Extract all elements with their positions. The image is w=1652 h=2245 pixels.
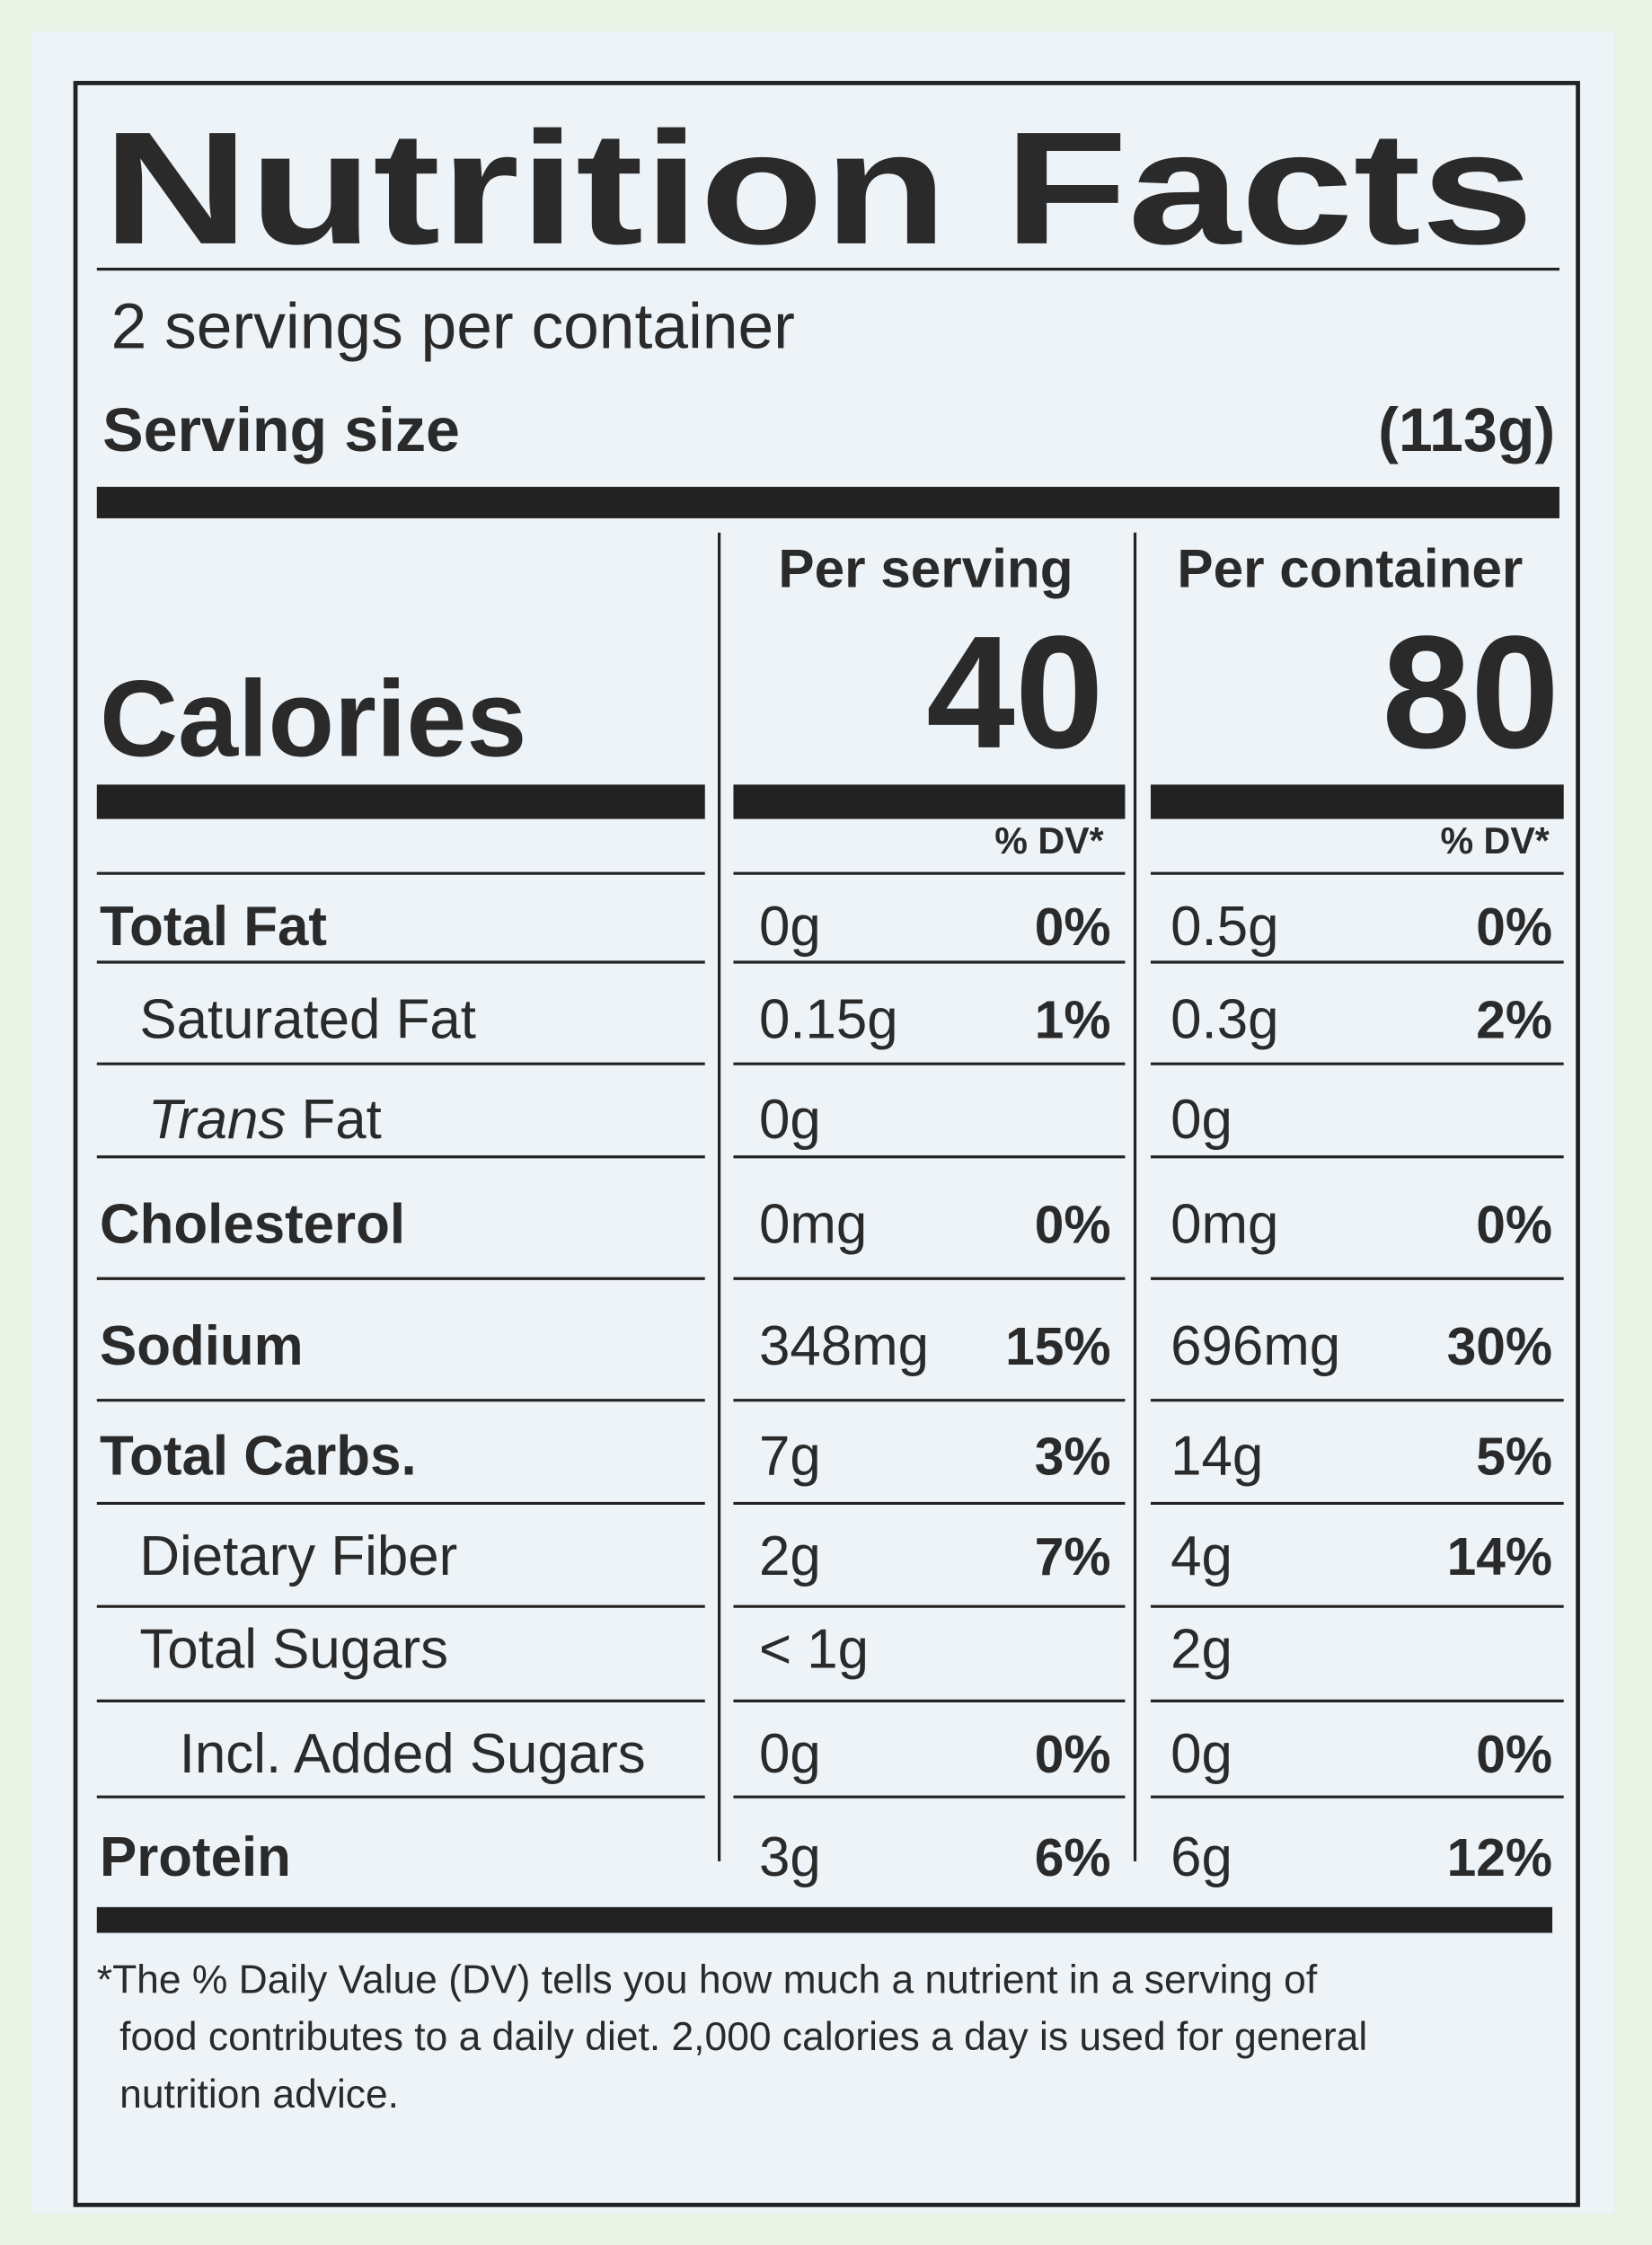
nutrient-label-text: Incl. Added Sugars (180, 1723, 646, 1785)
container-dv: 14% (1447, 1528, 1552, 1587)
serving-dv: 0% (1035, 898, 1111, 957)
nutrient-label: Dietary Fiber (139, 1525, 457, 1587)
serving-amount: 0g (759, 1089, 821, 1151)
thick-rule (733, 784, 1126, 819)
serving-dv: 1% (1035, 991, 1111, 1049)
footnote: *The % Daily Value (DV) tells you how mu… (97, 1958, 1367, 2117)
container-amount: 0g (1171, 1089, 1232, 1151)
nutrient-label-italic: Trans (148, 1089, 286, 1151)
thick-rule (1150, 784, 1564, 819)
container-dv: 5% (1476, 1427, 1552, 1486)
thick-rule (96, 1906, 1553, 1933)
serving-dv: 6% (1035, 1829, 1111, 1887)
nutrient-label: Sodium (100, 1315, 304, 1377)
serving-amount: 0g (759, 1723, 821, 1785)
nutrient-label-text: Sodium (100, 1315, 304, 1377)
serving-amount: 0mg (759, 1193, 867, 1255)
nutrient-label-text: Protein (100, 1826, 291, 1888)
container-dv: 0% (1476, 898, 1552, 957)
serving-amount: 0.15g (759, 988, 898, 1050)
serving-dv: 15% (1005, 1318, 1110, 1376)
container-dv: 30% (1447, 1318, 1552, 1376)
title: Nutrition Facts (102, 99, 1533, 278)
container-dv: 0% (1476, 1726, 1552, 1784)
serving-amount: 7g (759, 1425, 821, 1487)
footnote-line: *The % Daily Value (DV) tells you how mu… (97, 1958, 1318, 2002)
serving-amount: 348mg (759, 1315, 929, 1377)
nutrient-label-text: Total Sugars (139, 1619, 448, 1681)
nutrient-label: Total Carbs. (100, 1425, 417, 1487)
container-dv: 0% (1476, 1196, 1552, 1254)
calories-container: 80 (1382, 603, 1559, 782)
nutrient-label: Protein (100, 1826, 291, 1888)
servings: 2 servings per container (111, 290, 795, 362)
thick-rule (96, 486, 1559, 518)
serving-amount: < 1g (759, 1619, 869, 1681)
serving-dv: 0% (1035, 1726, 1111, 1784)
container-amount: 6g (1171, 1826, 1232, 1888)
serving-heading: Per serving (778, 537, 1073, 598)
nutrient-label-text: Cholesterol (100, 1193, 405, 1255)
nutrient-label: Total Fat (100, 896, 327, 958)
serving-amount: 3g (759, 1826, 821, 1888)
nutrient-label: Trans Fat (148, 1089, 382, 1151)
label-border (73, 81, 1580, 2207)
nutrient-rows: Total Fat 0g 0% 0.5g 0% Saturated Fat 0.15g 1% 0… (96, 871, 1564, 1888)
footnote-line: food contributes to a daily diet. 2,000 … (119, 2015, 1367, 2059)
serving-dv: 0% (1035, 1196, 1111, 1254)
container-heading: Per container (1177, 537, 1523, 598)
nutrient-label: Total Sugars (139, 1619, 448, 1681)
container-dv: 12% (1447, 1829, 1552, 1887)
calories-serving: 40 (926, 603, 1103, 782)
nutrient-label: Incl. Added Sugars (180, 1723, 646, 1785)
serving-size-value: (113g) (1378, 396, 1555, 464)
nutrient-label: Cholesterol (100, 1193, 405, 1255)
container-amount: 14g (1171, 1425, 1263, 1487)
calories-label: Calories (100, 658, 526, 779)
container-amount: 0g (1171, 1723, 1232, 1785)
serving-dv: 7% (1035, 1528, 1111, 1587)
nutrient-label-text: Total Fat (100, 896, 327, 958)
nutrient-label: Saturated Fat (139, 988, 476, 1050)
serving-amount: 0g (759, 896, 821, 958)
serving-amount: 2g (759, 1525, 821, 1587)
container-amount: 4g (1171, 1525, 1232, 1587)
nutrient-label-text: Dietary Fiber (139, 1525, 457, 1587)
container-amount: 2g (1171, 1619, 1232, 1681)
dv-heading: % DV* (1440, 820, 1550, 862)
footnote-line: nutrition advice. (119, 2073, 399, 2117)
container-dv: 2% (1476, 991, 1552, 1049)
background (31, 31, 1615, 2214)
serving-size-label: Serving size (102, 396, 460, 464)
thick-rule (96, 784, 705, 819)
container-amount: 0.3g (1171, 988, 1278, 1050)
container-amount: 0.5g (1171, 896, 1278, 958)
nutrient-label-text: Saturated Fat (139, 988, 476, 1050)
serving-dv: 3% (1035, 1427, 1111, 1486)
nutrient-label-text: Fat (302, 1089, 382, 1151)
container-amount: 0mg (1171, 1193, 1278, 1255)
dv-heading: % DV* (994, 820, 1104, 862)
nutrient-label-text: Total Carbs. (100, 1425, 417, 1487)
container-amount: 696mg (1171, 1315, 1340, 1377)
